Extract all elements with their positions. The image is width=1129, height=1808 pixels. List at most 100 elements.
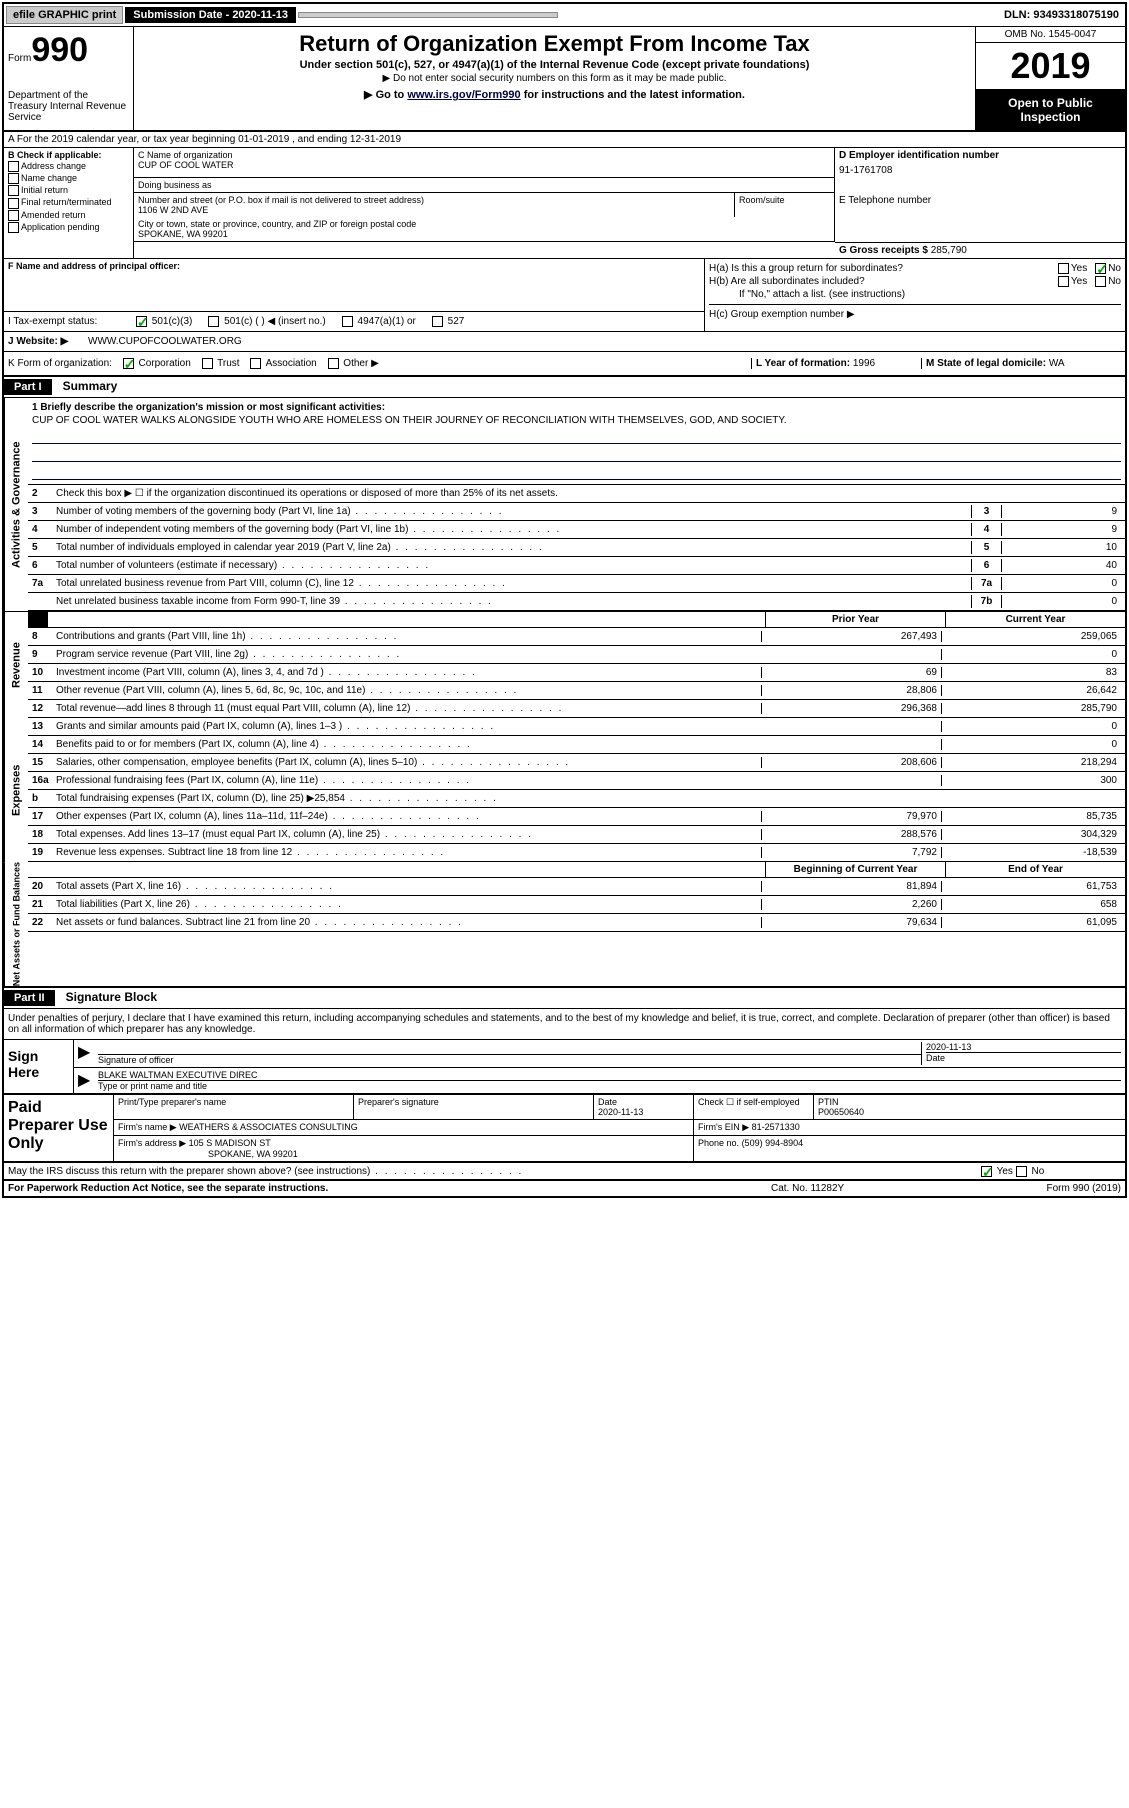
ha-no[interactable]: No xyxy=(1095,263,1121,274)
prep-ptin: PTINP00650640 xyxy=(814,1095,1125,1119)
city-box: City or town, state or province, country… xyxy=(134,217,835,242)
tax-year: 2019 xyxy=(976,43,1125,90)
ha-yes[interactable]: Yes xyxy=(1058,263,1087,274)
web-label: J Website: ▶ xyxy=(8,336,88,347)
top-bar: efile GRAPHIC print Submission Date - 20… xyxy=(4,4,1125,27)
line-9: 9Program service revenue (Part VIII, lin… xyxy=(28,646,1125,664)
cb-corp[interactable]: Corporation xyxy=(123,358,191,369)
netassets-section: Net Assets or Fund Balances Beginning of… xyxy=(4,862,1125,986)
discuss-text: May the IRS discuss this return with the… xyxy=(8,1166,981,1177)
line-7a: 7aTotal unrelated business revenue from … xyxy=(28,575,1125,593)
mission-label: 1 Briefly describe the organization's mi… xyxy=(32,402,1121,413)
line-13: 13Grants and similar amounts paid (Part … xyxy=(28,718,1125,736)
cb-name-change[interactable]: Name change xyxy=(8,173,129,184)
cb-address-change[interactable]: Address change xyxy=(8,161,129,172)
cb-other[interactable]: Other ▶ xyxy=(328,358,379,369)
footer-form: Form 990 (2019) xyxy=(971,1183,1121,1194)
form-note1: ▶ Do not enter social security numbers o… xyxy=(142,73,967,84)
sig-declaration: Under penalties of perjury, I declare th… xyxy=(4,1009,1125,1040)
cb-assoc[interactable]: Association xyxy=(250,358,316,369)
ein-box: D Employer identification number 91-1761… xyxy=(835,148,1125,178)
col-f-officer: F Name and address of principal officer:… xyxy=(4,259,705,331)
line-4: 4Number of independent voting members of… xyxy=(28,521,1125,539)
vlabel-expenses: Expenses xyxy=(4,718,28,862)
cb-trust[interactable]: Trust xyxy=(202,358,240,369)
inspection-label: Open to Public Inspection xyxy=(976,90,1125,130)
web-value: WWW.CUPOFCOOLWATER.ORG xyxy=(88,336,1121,347)
cb-527[interactable]: 527 xyxy=(432,316,464,327)
line-19: 19Revenue less expenses. Subtract line 1… xyxy=(28,844,1125,862)
line-18: 18Total expenses. Add lines 13–17 (must … xyxy=(28,826,1125,844)
mission-box: 1 Briefly describe the organization's mi… xyxy=(28,398,1125,485)
line-5: 5Total number of individuals employed in… xyxy=(28,539,1125,557)
form-title: Return of Organization Exempt From Incom… xyxy=(142,31,967,57)
paid-preparer-block: Paid Preparer Use Only Print/Type prepar… xyxy=(4,1095,1125,1163)
cb-501c3[interactable]: 501(c)(3) xyxy=(136,316,192,327)
row-a-calendar-year: A For the 2019 calendar year, or tax yea… xyxy=(4,132,1125,148)
officer-name-field: BLAKE WALTMAN EXECUTIVE DIRECType or pri… xyxy=(98,1070,1121,1091)
year-formation: L Year of formation: 1996 xyxy=(751,358,921,369)
sign-here-label: Sign Here xyxy=(4,1040,74,1093)
officer-sig-field[interactable]: Signature of officer xyxy=(98,1042,921,1065)
tax-label: I Tax-exempt status: xyxy=(8,316,128,327)
part2-header: Part II Signature Block xyxy=(4,986,1125,1009)
line-12: 12Total revenue—add lines 8 through 11 (… xyxy=(28,700,1125,718)
sig-date: 2020-11-13Date xyxy=(921,1042,1121,1065)
efile-print-btn[interactable]: efile GRAPHIC print xyxy=(6,6,123,24)
form-990-page: efile GRAPHIC print Submission Date - 20… xyxy=(2,2,1127,1198)
hb-label: H(b) Are all subordinates included? xyxy=(709,276,1050,287)
part1-header: Part I Summary xyxy=(4,377,1125,398)
note2-post: for instructions and the latest informat… xyxy=(521,89,745,101)
city-value: SPOKANE, WA 99201 xyxy=(138,229,830,239)
col-c-org-info: C Name of organization CUP OF COOL WATER… xyxy=(134,148,1125,258)
prep-self-emp[interactable]: Check ☐ if self-employed xyxy=(694,1095,814,1119)
col-current-year: Current Year xyxy=(945,612,1125,627)
cb-501c[interactable]: 501(c) ( ) ◀ (insert no.) xyxy=(208,316,325,327)
cb-initial-return[interactable]: Initial return xyxy=(8,185,129,196)
hb-yes[interactable]: Yes xyxy=(1058,276,1087,287)
col-h-group: H(a) Is this a group return for subordin… xyxy=(705,259,1125,331)
hb-note: If "No," attach a list. (see instruction… xyxy=(709,289,1121,300)
line-2: 2Check this box ▶ ☐ if the organization … xyxy=(28,485,1125,503)
footer-catno: Cat. No. 11282Y xyxy=(771,1183,971,1194)
row-k-org-form: K Form of organization: Corporation Trus… xyxy=(4,352,1125,377)
tel-box: E Telephone number xyxy=(835,193,1125,217)
revenue-section: Revenue bPrior YearCurrent Year 8Contrib… xyxy=(4,611,1125,718)
vlabel-netassets: Net Assets or Fund Balances xyxy=(4,862,28,986)
form-number: 990 xyxy=(31,31,88,69)
form-header: Form990 Department of the Treasury Inter… xyxy=(4,27,1125,132)
line-15: 15Salaries, other compensation, employee… xyxy=(28,754,1125,772)
prep-sig: Preparer's signature xyxy=(354,1095,594,1119)
vlabel-activities: Activities & Governance xyxy=(4,398,28,611)
cb-final-return[interactable]: Final return/terminated xyxy=(8,197,129,208)
addr-label: Number and street (or P.O. box if mail i… xyxy=(138,195,730,205)
discuss-yn[interactable]: Yes No xyxy=(981,1166,1121,1177)
hb-no[interactable]: No xyxy=(1095,276,1121,287)
mission-text: CUP OF COOL WATER WALKS ALONGSIDE YOUTH … xyxy=(32,415,1121,426)
org-name: CUP OF COOL WATER xyxy=(138,160,830,170)
officer-label: F Name and address of principal officer: xyxy=(8,261,700,271)
firm-ein: Firm's EIN ▶ 81-2571330 xyxy=(694,1120,1125,1135)
gross-receipts: G Gross receipts $ 285,790 xyxy=(835,242,1125,258)
cb-app-pending[interactable]: Application pending xyxy=(8,222,129,233)
line-8: 8Contributions and grants (Part VIII, li… xyxy=(28,628,1125,646)
line-14: 14Benefits paid to or for members (Part … xyxy=(28,736,1125,754)
omb-no: OMB No. 1545-0047 xyxy=(976,27,1125,43)
header-right: OMB No. 1545-0047 2019 Open to Public In… xyxy=(975,27,1125,130)
ha-label: H(a) Is this a group return for subordin… xyxy=(709,263,1050,274)
activities-section: Activities & Governance 1 Briefly descri… xyxy=(4,398,1125,611)
line-7b: Net unrelated business taxable income fr… xyxy=(28,593,1125,611)
org-name-box: C Name of organization CUP OF COOL WATER xyxy=(134,148,835,178)
row-i-tax-status: I Tax-exempt status: 501(c)(3) 501(c) ( … xyxy=(4,311,704,331)
cb-4947[interactable]: 4947(a)(1) or xyxy=(342,316,416,327)
dln: DLN: 93493318075190 xyxy=(998,7,1125,23)
state-domicile: M State of legal domicile: WA xyxy=(921,358,1121,369)
city-label: City or town, state or province, country… xyxy=(138,219,830,229)
ein-label: D Employer identification number xyxy=(839,150,1121,161)
col-b-checkboxes: B Check if applicable: Address change Na… xyxy=(4,148,134,258)
cb-amended[interactable]: Amended return xyxy=(8,210,129,221)
firm-name: Firm's name ▶ WEATHERS & ASSOCIATES CONS… xyxy=(114,1120,694,1135)
irs-link[interactable]: www.irs.gov/Form990 xyxy=(407,89,520,101)
line-6: 6Total number of volunteers (estimate if… xyxy=(28,557,1125,575)
submission-date: Submission Date - 2020-11-13 xyxy=(125,7,296,23)
